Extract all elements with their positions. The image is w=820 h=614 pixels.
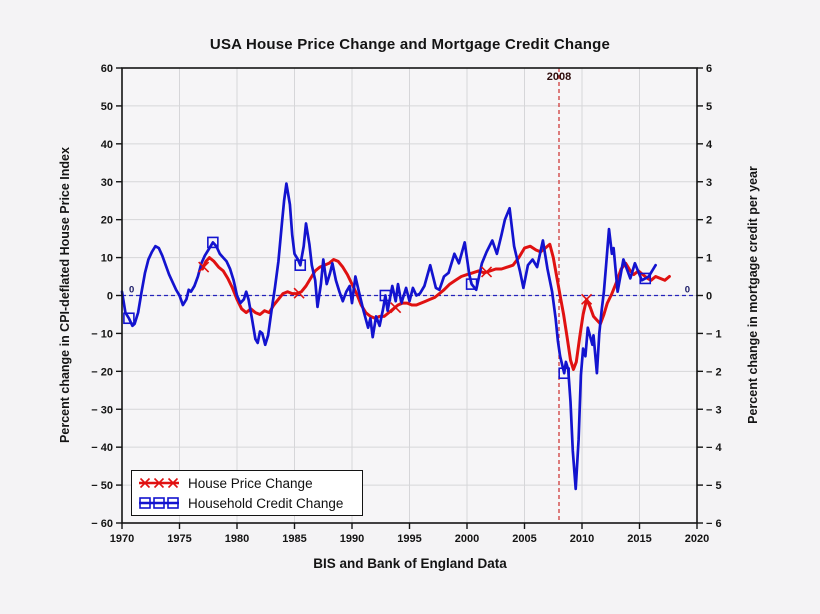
svg-text:− 4: − 4 [706,442,722,454]
svg-text:6: 6 [706,63,712,75]
svg-text:60: 60 [101,63,113,75]
svg-text:− 3: − 3 [706,404,722,416]
svg-text:− 1: − 1 [706,328,722,340]
svg-text:2010: 2010 [570,533,594,545]
svg-text:2005: 2005 [512,533,536,545]
svg-text:− 30: − 30 [91,404,113,416]
axis-ticks [116,67,703,529]
svg-text:1995: 1995 [397,533,421,545]
svg-text:2020: 2020 [685,533,709,545]
annotation-2008: 2008 [547,71,571,83]
svg-text:50: 50 [101,101,113,113]
svg-text:− 20: − 20 [91,366,113,378]
svg-text:− 6: − 6 [706,518,722,530]
svg-text:2: 2 [706,215,712,227]
svg-text:3: 3 [706,177,712,189]
svg-text:1: 1 [706,253,712,265]
svg-text:1975: 1975 [167,533,191,545]
svg-text:2000: 2000 [455,533,479,545]
svg-text:30: 30 [101,177,113,189]
source-label: BIS and Bank of England Data [313,556,507,571]
legend-item-household-credit: Household Credit Change [138,494,356,512]
svg-text:1980: 1980 [225,533,249,545]
zero-line-left-label: 0 [129,285,134,296]
svg-text:0: 0 [706,291,712,303]
series-line-house-price [201,242,671,371]
series-line-household-credit [120,182,657,491]
svg-text:5: 5 [706,101,712,113]
svg-text:0: 0 [107,291,113,303]
svg-text:1970: 1970 [110,533,134,545]
legend-label-house-price: House Price Change [188,475,313,491]
svg-text:4: 4 [706,139,713,151]
svg-text:2015: 2015 [627,533,651,545]
household-credit-line-sample [139,497,179,509]
series-markers-house-price [198,261,593,314]
svg-text:− 50: − 50 [91,480,113,492]
svg-text:1990: 1990 [340,533,364,545]
svg-text:− 2: − 2 [706,366,722,378]
svg-text:20: 20 [101,215,113,227]
svg-text:10: 10 [101,253,113,265]
svg-text:− 40: − 40 [91,442,113,454]
svg-text:− 60: − 60 [91,518,113,530]
series-markers-household-credit [123,236,652,380]
legend-label-household-credit: Household Credit Change [188,495,344,511]
zero-line-right-label: 0 [685,285,690,296]
svg-text:40: 40 [101,139,113,151]
svg-text:− 10: − 10 [91,328,113,340]
legend: House Price Change Household Credit Chan… [131,470,363,516]
legend-item-house-price: House Price Change [138,474,356,492]
house-price-line-sample [139,477,179,489]
svg-text:− 5: − 5 [706,480,722,492]
svg-text:1985: 1985 [282,533,306,545]
chart-title: USA House Price Change and Mortgage Cred… [209,36,611,53]
